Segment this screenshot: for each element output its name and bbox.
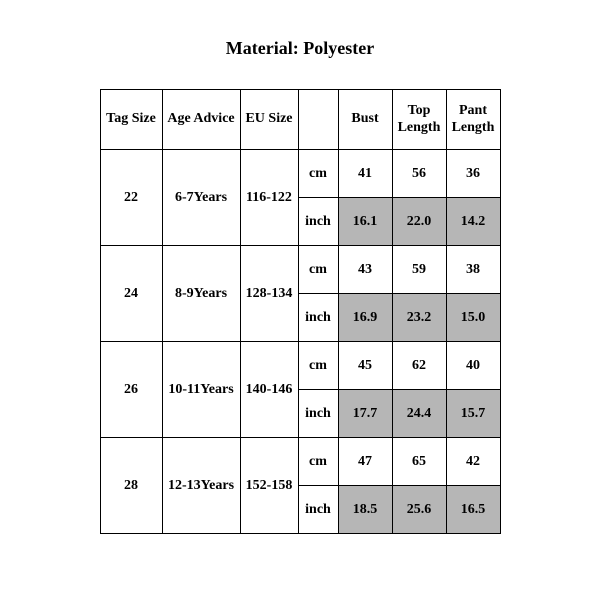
cell-eu-size: 152-158 <box>240 438 298 534</box>
cell-pant-length: 36 <box>446 150 500 198</box>
cell-bust: 16.1 <box>338 198 392 246</box>
cell-unit-inch: inch <box>298 294 338 342</box>
cell-unit-cm: cm <box>298 438 338 486</box>
cell-bust: 41 <box>338 150 392 198</box>
col-eu-size: EU Size <box>240 90 298 150</box>
cell-unit-cm: cm <box>298 246 338 294</box>
cell-top-length: 23.2 <box>392 294 446 342</box>
cell-pant-length: 38 <box>446 246 500 294</box>
page-title: Material: Polyester <box>0 0 600 89</box>
cell-unit-cm: cm <box>298 342 338 390</box>
col-top-length-l2: Length <box>398 120 441 135</box>
cell-top-length: 59 <box>392 246 446 294</box>
cell-unit-inch: inch <box>298 486 338 534</box>
table-header-row: Tag Size Age Advice EU Size Bust Top Len… <box>100 90 500 150</box>
cell-tag-size: 24 <box>100 246 162 342</box>
cell-eu-size: 116-122 <box>240 150 298 246</box>
cell-tag-size: 22 <box>100 150 162 246</box>
col-pant-length-l1: Pant <box>459 103 487 118</box>
cell-age-advice: 8-9Years <box>162 246 240 342</box>
col-age-advice: Age Advice <box>162 90 240 150</box>
cell-bust: 43 <box>338 246 392 294</box>
cell-top-length: 22.0 <box>392 198 446 246</box>
page: Material: Polyester Tag Size Age Advice … <box>0 0 600 600</box>
table-row: 28 12-13Years 152-158 cm 47 65 42 <box>100 438 500 486</box>
cell-tag-size: 26 <box>100 342 162 438</box>
col-top-length-l1: Top <box>408 103 431 118</box>
cell-unit-inch: inch <box>298 390 338 438</box>
col-bust: Bust <box>338 90 392 150</box>
cell-bust: 17.7 <box>338 390 392 438</box>
cell-pant-length: 16.5 <box>446 486 500 534</box>
col-pant-length: Pant Length <box>446 90 500 150</box>
cell-pant-length: 42 <box>446 438 500 486</box>
table-row: 22 6-7Years 116-122 cm 41 56 36 <box>100 150 500 198</box>
cell-pant-length: 15.7 <box>446 390 500 438</box>
cell-unit-inch: inch <box>298 198 338 246</box>
cell-age-advice: 6-7Years <box>162 150 240 246</box>
cell-top-length: 65 <box>392 438 446 486</box>
cell-age-advice: 12-13Years <box>162 438 240 534</box>
cell-top-length: 25.6 <box>392 486 446 534</box>
col-unit <box>298 90 338 150</box>
cell-bust: 45 <box>338 342 392 390</box>
col-top-length: Top Length <box>392 90 446 150</box>
cell-bust: 18.5 <box>338 486 392 534</box>
cell-pant-length: 40 <box>446 342 500 390</box>
col-tag-size: Tag Size <box>100 90 162 150</box>
cell-unit-cm: cm <box>298 150 338 198</box>
cell-top-length: 24.4 <box>392 390 446 438</box>
cell-eu-size: 128-134 <box>240 246 298 342</box>
table-row: 24 8-9Years 128-134 cm 43 59 38 <box>100 246 500 294</box>
cell-pant-length: 14.2 <box>446 198 500 246</box>
cell-tag-size: 28 <box>100 438 162 534</box>
table-row: 26 10-11Years 140-146 cm 45 62 40 <box>100 342 500 390</box>
col-pant-length-l2: Length <box>452 120 495 135</box>
cell-eu-size: 140-146 <box>240 342 298 438</box>
cell-bust: 16.9 <box>338 294 392 342</box>
size-table: Tag Size Age Advice EU Size Bust Top Len… <box>100 89 501 534</box>
cell-bust: 47 <box>338 438 392 486</box>
cell-top-length: 62 <box>392 342 446 390</box>
cell-top-length: 56 <box>392 150 446 198</box>
cell-pant-length: 15.0 <box>446 294 500 342</box>
cell-age-advice: 10-11Years <box>162 342 240 438</box>
